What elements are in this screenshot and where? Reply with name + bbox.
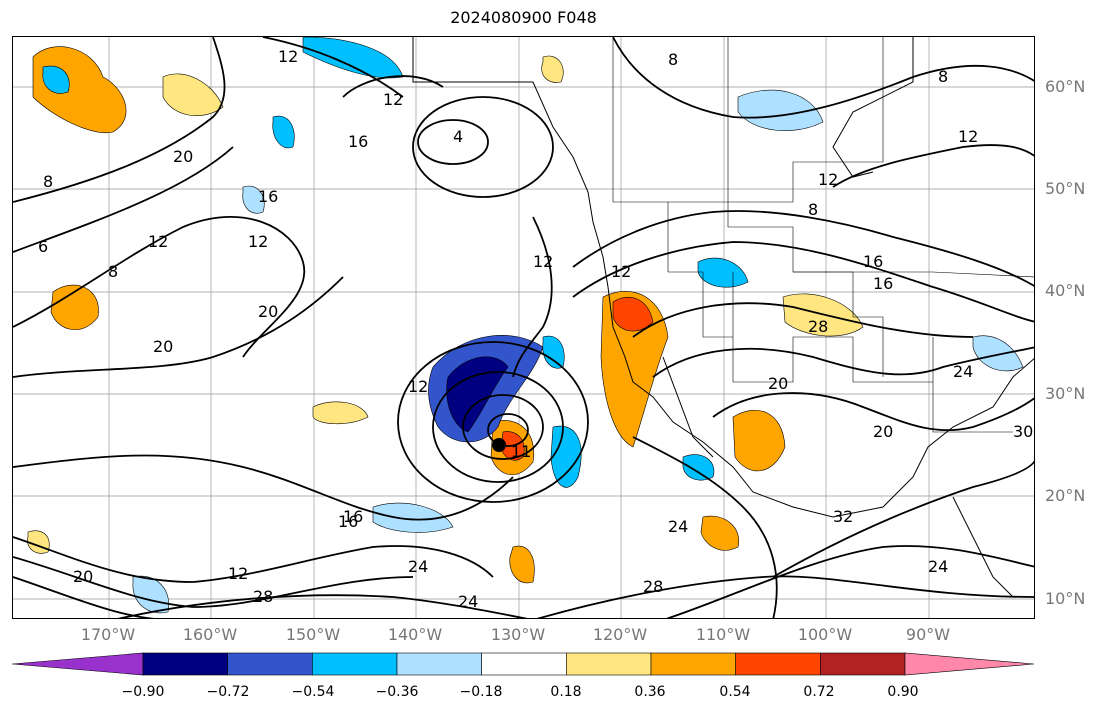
contour-label: 12 bbox=[958, 127, 978, 146]
contour-label: 20 bbox=[258, 302, 278, 321]
contour-label: 24 bbox=[668, 517, 688, 536]
political-borders bbox=[612, 37, 1034, 433]
storm-center-marker bbox=[492, 438, 506, 452]
colorbar-extend-high bbox=[904, 652, 1035, 676]
contour-label: 6 bbox=[38, 237, 48, 256]
contour-label: 12 bbox=[148, 232, 168, 251]
contour-label: 16 bbox=[343, 507, 363, 526]
contour-label: 24 bbox=[408, 557, 428, 576]
contour-label: 12 bbox=[383, 90, 403, 109]
contour-label: 16 bbox=[338, 512, 358, 531]
contour-label: 16 bbox=[873, 274, 893, 293]
lon-label: 130°W bbox=[490, 625, 546, 644]
lat-label: 60°N bbox=[1045, 77, 1086, 96]
contour-label: 8 bbox=[108, 262, 118, 281]
contour-label: 8 bbox=[808, 200, 818, 219]
contour-label: 24 bbox=[928, 557, 948, 576]
colorbar-swatch bbox=[820, 652, 906, 676]
map-canvas: 12 8 20 16 12 4 16 12 8 8 12 6 16 12 20 … bbox=[13, 37, 1034, 618]
contour-label: 12 bbox=[228, 564, 248, 583]
contour-label: 12 bbox=[611, 262, 631, 281]
contour-label: 12 bbox=[818, 170, 838, 189]
colorbar-tick: 0.54 bbox=[719, 684, 751, 700]
contour-label: 12 bbox=[533, 252, 553, 271]
contour-label: 12 bbox=[278, 47, 298, 66]
contour-label: 8 bbox=[668, 50, 678, 69]
coastlines bbox=[412, 37, 1034, 598]
lon-label: 170°W bbox=[80, 625, 136, 644]
map-frame: 12 8 20 16 12 4 16 12 8 8 12 6 16 12 20 … bbox=[12, 36, 1035, 619]
lon-label: 90°W bbox=[905, 625, 951, 644]
colorbar-tick: −0.90 bbox=[121, 684, 165, 700]
colorbar-swatch bbox=[312, 652, 398, 676]
contour-label: 28 bbox=[253, 587, 273, 606]
contour-label: 20 bbox=[173, 147, 193, 166]
lon-label: 110°W bbox=[695, 625, 751, 644]
colorbar-swatch bbox=[650, 652, 736, 676]
contour-label: 24 bbox=[953, 362, 973, 381]
lat-label: 40°N bbox=[1045, 281, 1086, 300]
positive-shading bbox=[27, 46, 864, 584]
contour-label: 8 bbox=[43, 172, 53, 191]
contour-label: 16 bbox=[863, 252, 883, 271]
contour-label: 20 bbox=[73, 567, 93, 586]
colorbar-swatch bbox=[142, 652, 228, 676]
colorbar-tick: 0.18 bbox=[550, 684, 582, 700]
contour-label: 20 bbox=[873, 422, 893, 441]
lon-label: 150°W bbox=[285, 625, 341, 644]
contour-label: 11 bbox=[511, 442, 531, 461]
lat-label: 50°N bbox=[1045, 179, 1086, 198]
map-title: 2024080900 F048 bbox=[450, 8, 597, 27]
colorbar-swatch bbox=[396, 652, 482, 676]
negative-shading bbox=[42, 37, 1024, 614]
colorbar-tick: −0.72 bbox=[206, 684, 250, 700]
colorbar-tick: 0.72 bbox=[803, 684, 835, 700]
colorbar-tick: −0.18 bbox=[459, 684, 503, 700]
contour-label: 12 bbox=[408, 377, 428, 396]
colorbar-tick: −0.36 bbox=[375, 684, 419, 700]
contour-label: 24 bbox=[458, 592, 478, 611]
contour-label: 16 bbox=[348, 132, 368, 151]
contour-label: 28 bbox=[808, 317, 828, 336]
colorbar-swatch bbox=[735, 652, 821, 676]
lon-label: 160°W bbox=[182, 625, 238, 644]
lon-label: 120°W bbox=[592, 625, 648, 644]
contour-label: 28 bbox=[643, 577, 663, 596]
colorbar bbox=[12, 652, 1035, 676]
colorbar-swatch bbox=[566, 652, 652, 676]
height-contours bbox=[13, 37, 1034, 618]
lon-label: 140°W bbox=[387, 625, 443, 644]
lon-label: 100°W bbox=[797, 625, 853, 644]
colorbar-tick: −0.54 bbox=[291, 684, 335, 700]
contour-label-group: 12 8 20 16 12 4 16 12 8 8 12 6 16 12 20 … bbox=[38, 47, 1033, 611]
lat-label: 10°N bbox=[1045, 589, 1086, 608]
colorbar-swatch bbox=[227, 652, 313, 676]
contour-label: 30 bbox=[1013, 422, 1033, 441]
contour-label: 16 bbox=[258, 187, 278, 206]
lat-label: 20°N bbox=[1045, 486, 1086, 505]
colorbar-tick: 0.36 bbox=[634, 684, 666, 700]
colorbar-swatch bbox=[481, 652, 567, 676]
contour-label: 20 bbox=[768, 374, 788, 393]
colorbar-extend-low bbox=[12, 652, 144, 676]
colorbar-tick: 0.90 bbox=[887, 684, 919, 700]
contour-label: 32 bbox=[833, 507, 853, 526]
lat-label: 30°N bbox=[1045, 384, 1086, 403]
contour-label: 20 bbox=[153, 337, 173, 356]
contour-label: 4 bbox=[453, 127, 463, 146]
contour-label: 8 bbox=[938, 67, 948, 86]
contour-label: 12 bbox=[248, 232, 268, 251]
